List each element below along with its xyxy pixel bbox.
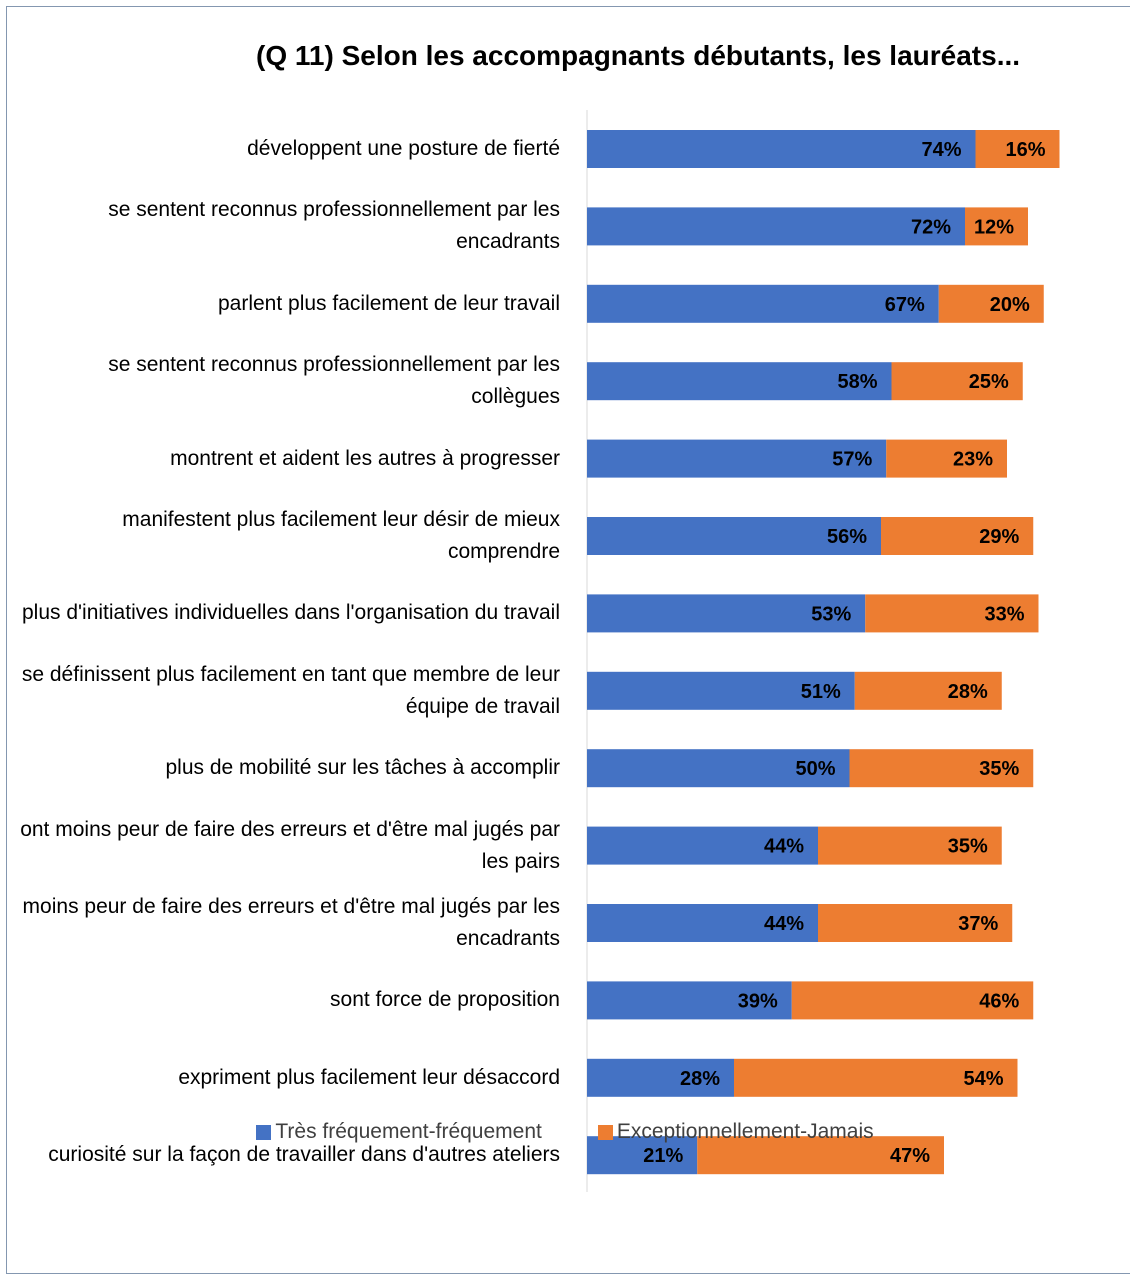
data-label-series-2: 23% <box>953 449 993 471</box>
category-label: se sentent reconnus professionnellement … <box>108 198 560 254</box>
data-label-series-1: 67% <box>885 294 925 316</box>
data-label-series-1: 28% <box>680 1068 720 1090</box>
legend-swatch-series-2 <box>597 1124 613 1140</box>
legend-swatch-series-1 <box>256 1124 272 1140</box>
bar-series-2 <box>854 671 1002 710</box>
bar-series-1 <box>587 904 818 942</box>
bar-series-1 <box>587 826 818 865</box>
legend-item-series-2: Exceptionnellement-Jamais <box>597 1120 874 1144</box>
bar-series-2 <box>886 439 1007 478</box>
data-label-series-1: 51% <box>801 681 841 703</box>
category-label: développent une posture de fierté <box>247 137 560 160</box>
category-label: montrent et aident les autres à progress… <box>170 446 560 470</box>
data-label-series-2: 35% <box>948 836 988 858</box>
data-label-series-2: 12% <box>974 216 1014 238</box>
bar-series-2 <box>938 284 1044 323</box>
data-label-series-1: 21% <box>643 1145 683 1167</box>
bar-series-1 <box>587 439 887 478</box>
bar-series-1 <box>587 1136 698 1175</box>
data-label-series-1: 74% <box>921 139 961 161</box>
legend-item-series-1: Très fréquement-fréquement <box>256 1120 542 1144</box>
category-label: parlent plus facilement de leur travail <box>217 291 560 315</box>
legend: Très fréquement-fréquement Exceptionnell… <box>0 1120 1130 1144</box>
chart-title: (Q 11) Selon les accompagnants débutants… <box>256 40 1021 71</box>
bar-series-2 <box>791 981 1034 1020</box>
bar-series-1 <box>587 749 850 788</box>
data-label-series-2: 29% <box>979 526 1019 548</box>
bar-series-1 <box>587 284 939 323</box>
bar-series-2 <box>697 1136 944 1175</box>
bar-series-2 <box>818 826 1002 865</box>
bar-series-1 <box>587 517 881 555</box>
category-label: moins peur de faire des erreurs et d'êtr… <box>22 895 560 950</box>
data-label-series-2: 54% <box>963 1068 1003 1090</box>
bar-series-2 <box>734 1058 1018 1097</box>
chart-frame <box>6 6 1130 1274</box>
data-label-series-1: 58% <box>837 371 877 393</box>
bar-series-2 <box>891 362 1023 401</box>
bar-series-1 <box>587 362 892 401</box>
data-label-series-2: 33% <box>984 603 1024 625</box>
data-label-series-2: 16% <box>1005 139 1045 161</box>
bar-series-2 <box>965 207 1028 246</box>
data-label-series-2: 25% <box>969 371 1009 393</box>
data-label-series-2: 47% <box>890 1145 930 1167</box>
data-label-series-2: 46% <box>979 990 1019 1012</box>
data-label-series-1: 53% <box>811 603 851 625</box>
category-label: expriment plus facilement leur désaccord <box>178 1065 560 1089</box>
bar-series-1 <box>587 594 866 633</box>
bar-series-2 <box>818 904 1013 942</box>
category-label: curiosité sur la façon de travailler dan… <box>48 1143 560 1167</box>
category-label: se définissent plus facilement en tant q… <box>21 662 560 718</box>
category-label: manifestent plus facilement leur désir d… <box>122 508 560 563</box>
bar-series-2 <box>975 130 1060 168</box>
category-label: sont force de proposition <box>330 988 560 1012</box>
data-label-series-1: 39% <box>738 990 778 1012</box>
bar-series-2 <box>881 517 1034 555</box>
bar-series-2 <box>849 749 1034 788</box>
category-label: plus de mobilité sur les tâches à accomp… <box>165 756 560 780</box>
legend-label-series-2: Exceptionnellement-Jamais <box>616 1120 874 1143</box>
data-label-series-1: 44% <box>764 836 804 858</box>
category-label: ont moins peur de faire des erreurs et d… <box>20 817 560 873</box>
data-label-series-1: 50% <box>795 758 835 780</box>
legend-label-series-1: Très fréquement-fréquement <box>275 1120 542 1143</box>
data-label-series-2: 35% <box>979 758 1019 780</box>
bar-series-1 <box>587 671 855 710</box>
data-label-series-2: 20% <box>990 294 1030 316</box>
bar-series-1 <box>587 1058 734 1097</box>
data-label-series-2: 28% <box>948 681 988 703</box>
bar-series-1 <box>587 981 792 1020</box>
bar-series-1 <box>587 130 976 168</box>
category-label: se sentent reconnus professionnellement … <box>108 353 560 409</box>
data-label-series-1: 56% <box>827 526 867 548</box>
bar-series-1 <box>587 207 965 246</box>
bar-series-2 <box>865 594 1039 633</box>
data-label-series-1: 44% <box>764 913 804 935</box>
data-label-series-2: 37% <box>958 913 998 935</box>
category-label: plus d'initiatives individuelles dans l'… <box>22 601 560 625</box>
data-label-series-1: 72% <box>911 216 951 238</box>
data-label-series-1: 57% <box>832 449 872 471</box>
